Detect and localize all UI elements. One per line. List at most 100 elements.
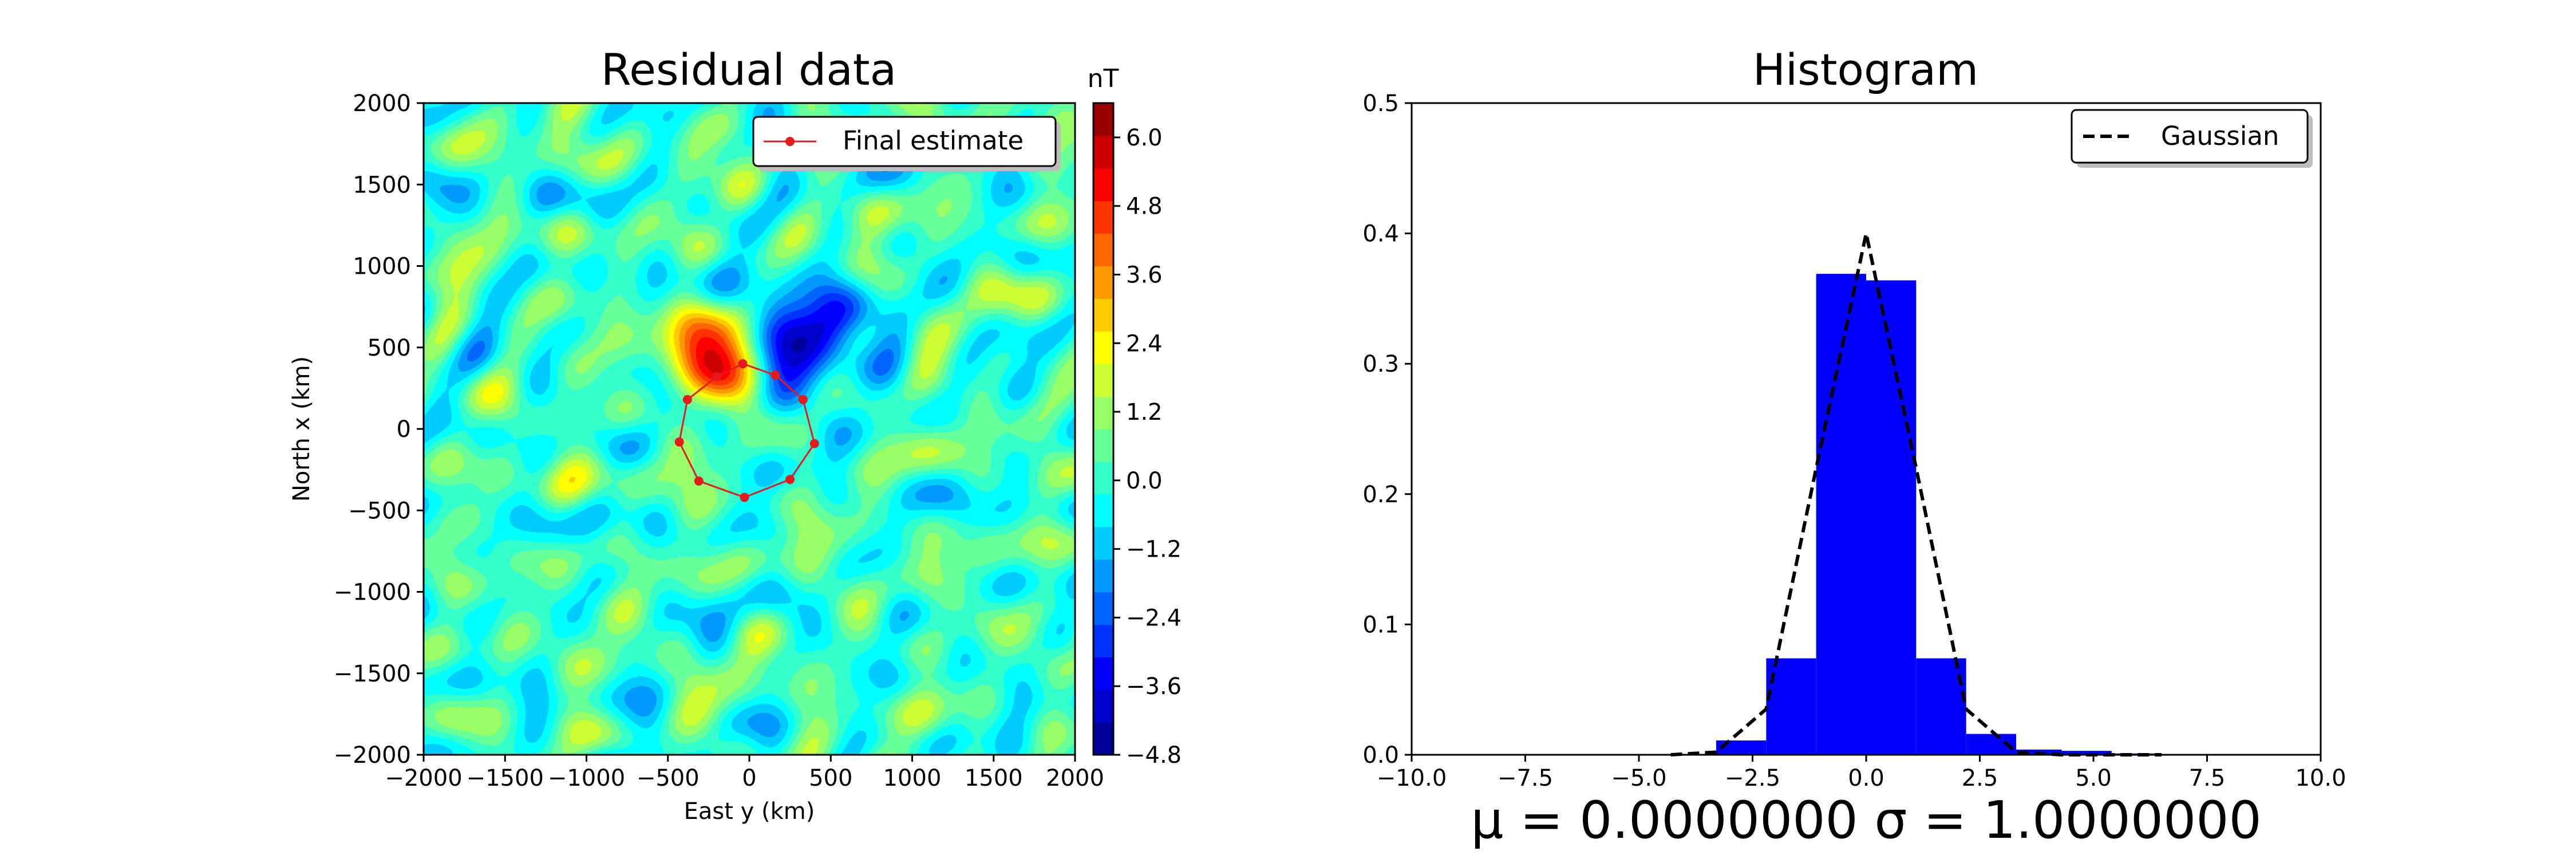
final-estimate-point-9 (682, 395, 692, 404)
colorbar-level (1093, 657, 1113, 690)
x-tick-label: −1500 (467, 765, 544, 791)
histogram-bar-5 (1866, 280, 1917, 755)
histogram-legend: Gaussian (2071, 109, 2313, 168)
x-tick-label: 2000 (1046, 765, 1104, 791)
y-tick-label: −2000 (334, 742, 411, 769)
colorbar-gradient (1093, 103, 1113, 755)
residual-map-panel: Residual data −2000 −1500 −1000 −500 0 500 100… (289, 44, 1182, 825)
colorbar-level (1093, 559, 1113, 593)
y-tick-label: 500 (368, 335, 411, 361)
legend-marker-final-estimate (785, 137, 795, 146)
final-estimate-point-8 (674, 437, 684, 447)
final-estimate-point-1 (738, 359, 748, 369)
x-tick-label: 7.5 (2189, 765, 2226, 791)
final-estimate-point-7 (694, 476, 704, 486)
final-estimate-point-4 (809, 439, 819, 448)
histogram-panel: Histogram −10.0 −7.5 −5.0 −2.5 0.0 2.5 5.0 7.5 1… (1362, 44, 2346, 850)
final-estimate-series (674, 359, 819, 502)
residual-map-x-axis: −2000 −1500 −1000 −500 0 500 1000 1500 2000 (385, 755, 1104, 791)
x-tick-label: −500 (637, 765, 700, 791)
histogram-bars (1716, 274, 2162, 755)
colorbar-level (1093, 200, 1113, 234)
colorbar: nT −4.8 −3.6 −2.4 −1.2 0.0 1.2 2.4 3.6 4.8 6.0 (1088, 64, 1182, 769)
residual-map-title: Residual data (601, 44, 896, 95)
x-tick-label: −2.5 (1725, 765, 1780, 791)
colorbar-level (1093, 722, 1113, 755)
histogram-bar-9 (2061, 751, 2112, 755)
x-tick-label: 10.0 (2295, 765, 2346, 791)
colorbar-tick-label: 3.6 (1126, 262, 1163, 288)
colorbar-tick-label: −4.8 (1126, 742, 1182, 769)
colorbar-level (1093, 298, 1113, 332)
y-tick-label: 0.5 (1362, 90, 1399, 117)
x-tick-label: 1000 (883, 765, 942, 791)
colorbar-level (1093, 494, 1113, 527)
colorbar-label: nT (1088, 64, 1119, 93)
colorbar-tick-label: 2.4 (1126, 330, 1163, 357)
colorbar-ticks: −4.8 −3.6 −2.4 −1.2 0.0 1.2 2.4 3.6 4.8 6.0 (1113, 125, 1182, 769)
histogram-y-axis: 0.0 0.1 0.2 0.3 0.4 0.5 (1362, 90, 1412, 769)
y-tick-label: 0 (397, 416, 411, 443)
y-tick-label: −500 (348, 498, 411, 524)
histogram-bar-6 (1916, 658, 1966, 755)
x-tick-label: −1000 (548, 765, 625, 791)
colorbar-level (1093, 461, 1113, 495)
colorbar-tick-label: 1.2 (1126, 399, 1163, 425)
x-tick-label: 500 (809, 765, 852, 791)
colorbar-level (1093, 168, 1113, 202)
residual-map-xlabel: East y (km) (684, 798, 815, 825)
residual-map-ylabel: North x (km) (289, 356, 315, 502)
colorbar-tick-label: 0.0 (1126, 468, 1163, 494)
x-tick-label: −2000 (385, 765, 462, 791)
x-tick-label: 0 (742, 765, 756, 791)
legend-label-gaussian: Gaussian (2161, 121, 2279, 151)
residual-heatmap (424, 103, 1075, 755)
final-estimate-point-10 (712, 372, 722, 381)
colorbar-level (1093, 266, 1113, 299)
x-tick-label: 0.0 (1848, 765, 1884, 791)
final-estimate-point-6 (740, 492, 749, 502)
final-estimate-point-2 (771, 371, 780, 380)
y-tick-label: 1500 (353, 172, 411, 198)
colorbar-level (1093, 592, 1113, 625)
colorbar-tick-label: −3.6 (1126, 673, 1182, 700)
colorbar-level (1093, 135, 1113, 169)
x-tick-label: 2.5 (1962, 765, 1998, 791)
x-tick-label: −7.5 (1498, 765, 1553, 791)
histogram-statistics-annotation: μ = 0.0000000 σ = 1.0000000 (1471, 790, 2262, 850)
y-tick-label: −1500 (334, 661, 411, 687)
colorbar-level (1093, 689, 1113, 723)
y-tick-label: 0.0 (1362, 742, 1399, 769)
y-tick-label: 0.2 (1362, 482, 1399, 508)
y-tick-label: 1000 (353, 254, 411, 280)
legend-box (2071, 109, 2309, 164)
colorbar-level (1093, 233, 1113, 267)
x-tick-label: −10.0 (1377, 765, 1447, 791)
colorbar-tick-label: −1.2 (1126, 537, 1182, 563)
residual-map-legend: Final estimate (752, 116, 1061, 171)
y-tick-label: 0.1 (1362, 612, 1399, 638)
final-estimate-point-5 (785, 475, 795, 484)
x-tick-label: 1500 (965, 765, 1023, 791)
x-tick-label: −5.0 (1611, 765, 1666, 791)
y-tick-label: 0.3 (1362, 351, 1399, 377)
colorbar-level (1093, 331, 1113, 364)
residual-map-y-axis: −2000 −1500 −1000 −500 0 500 1000 1500 2000 (334, 90, 424, 769)
y-tick-label: −1000 (334, 580, 411, 606)
colorbar-level (1093, 364, 1113, 397)
colorbar-level (1093, 624, 1113, 657)
colorbar-tick-label: −2.4 (1126, 605, 1182, 631)
final-estimate-point-3 (798, 395, 808, 404)
histogram-title: Histogram (1753, 44, 1978, 95)
histogram-x-axis: −10.0 −7.5 −5.0 −2.5 0.0 2.5 5.0 7.5 10.0 (1377, 755, 2346, 791)
x-tick-label: 5.0 (2075, 765, 2112, 791)
y-tick-label: 2000 (353, 90, 411, 117)
colorbar-level (1093, 429, 1113, 462)
colorbar-tick-label: 4.8 (1126, 194, 1163, 220)
colorbar-level (1093, 526, 1113, 560)
legend-label-final-estimate: Final estimate (843, 125, 1024, 156)
colorbar-frame (1092, 102, 1115, 756)
legend-box (752, 116, 1057, 167)
colorbar-level (1093, 396, 1113, 430)
